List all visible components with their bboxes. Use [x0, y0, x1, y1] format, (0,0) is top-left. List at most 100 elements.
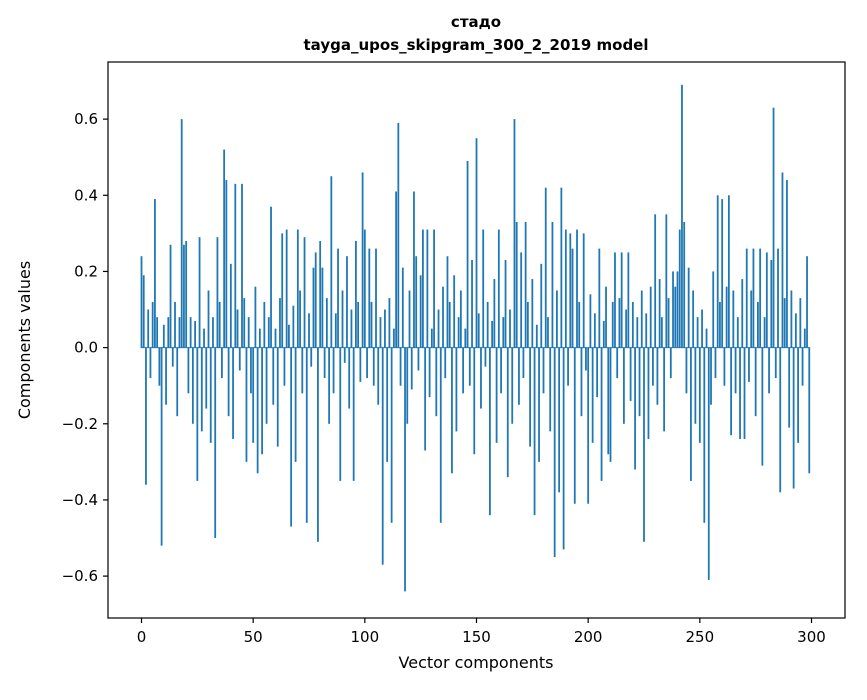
bar [707, 347, 710, 580]
bar [355, 240, 357, 348]
bar [649, 286, 652, 348]
bar [363, 229, 366, 348]
bar [171, 347, 174, 367]
bar [216, 237, 219, 348]
bar [399, 347, 402, 386]
bar [198, 237, 201, 348]
bar [589, 294, 592, 348]
bar [254, 286, 257, 348]
bar [803, 328, 806, 348]
bar [520, 252, 523, 348]
bar [585, 347, 587, 371]
bar [397, 122, 400, 348]
bar [676, 271, 679, 348]
bar [602, 320, 605, 348]
bar [285, 229, 288, 348]
bar [196, 347, 199, 481]
bar [486, 301, 489, 348]
bar [375, 248, 377, 348]
bar [348, 347, 351, 409]
bar [462, 347, 464, 394]
bar [187, 347, 190, 394]
bar [774, 347, 777, 379]
bar [178, 317, 181, 348]
bar [252, 347, 255, 443]
bar [471, 260, 473, 348]
bar [587, 347, 590, 504]
bar [167, 317, 170, 348]
y-tick-label: 0.6 [74, 110, 98, 128]
bar [330, 176, 333, 348]
bar [542, 347, 545, 394]
bar [736, 317, 739, 348]
chart-subtitle: tayga_upos_skipgram_300_2_2019 model [304, 36, 649, 54]
bar [279, 298, 281, 348]
bar [495, 347, 498, 443]
bar [194, 320, 196, 348]
bar [317, 347, 319, 542]
bar [806, 256, 808, 348]
bar [263, 301, 266, 348]
y-axis-label: Components values [15, 261, 34, 419]
bar [162, 324, 165, 348]
bar [442, 286, 444, 348]
bar [553, 347, 556, 558]
bar [739, 347, 741, 440]
bar [571, 248, 574, 348]
bar [258, 328, 261, 348]
x-tick-label: 50 [244, 628, 263, 646]
bar [556, 290, 558, 348]
bar [535, 324, 538, 348]
bar [250, 347, 252, 394]
bar [165, 347, 167, 405]
bar [596, 347, 598, 398]
bar [350, 309, 353, 348]
y-tick-label: −0.2 [62, 415, 98, 433]
bar [290, 347, 293, 527]
bar [654, 214, 657, 348]
x-tick-label: 100 [351, 628, 380, 646]
bar [656, 347, 659, 405]
bar [372, 347, 375, 386]
bar [283, 347, 286, 386]
x-axis-label: Vector components [399, 653, 554, 672]
bar [567, 347, 569, 386]
bar [683, 221, 686, 348]
bar [435, 347, 438, 417]
bar [701, 309, 703, 348]
bar [149, 347, 152, 379]
plot-area: 0 50 100 150 200 250 300 −0.6 −0.4 −0.2 0.0 0.2 0.4 0… [62, 61, 846, 646]
bar [390, 347, 393, 523]
bar [225, 180, 228, 348]
bar [147, 309, 150, 348]
bar [788, 347, 791, 428]
bar [377, 347, 380, 405]
bar [464, 328, 467, 348]
bar [692, 290, 695, 348]
x-tick-label: 200 [574, 628, 603, 646]
bar [502, 317, 505, 348]
bar [261, 347, 263, 455]
bar [218, 301, 221, 348]
bar [643, 347, 645, 542]
bar [797, 347, 799, 443]
bar [323, 347, 326, 379]
bar [801, 347, 804, 386]
bar [551, 221, 554, 348]
bar [395, 191, 397, 348]
bar [562, 347, 565, 550]
bar [526, 301, 529, 348]
bar [685, 347, 688, 394]
bar [710, 347, 712, 405]
bar [808, 347, 811, 474]
bar [243, 298, 246, 348]
bar [448, 301, 451, 348]
bar [741, 279, 744, 348]
bar [573, 347, 576, 504]
bar [794, 313, 797, 348]
bar [214, 347, 217, 539]
bar [660, 317, 663, 348]
bar [321, 267, 324, 348]
bar [712, 271, 715, 348]
bar [191, 347, 194, 424]
